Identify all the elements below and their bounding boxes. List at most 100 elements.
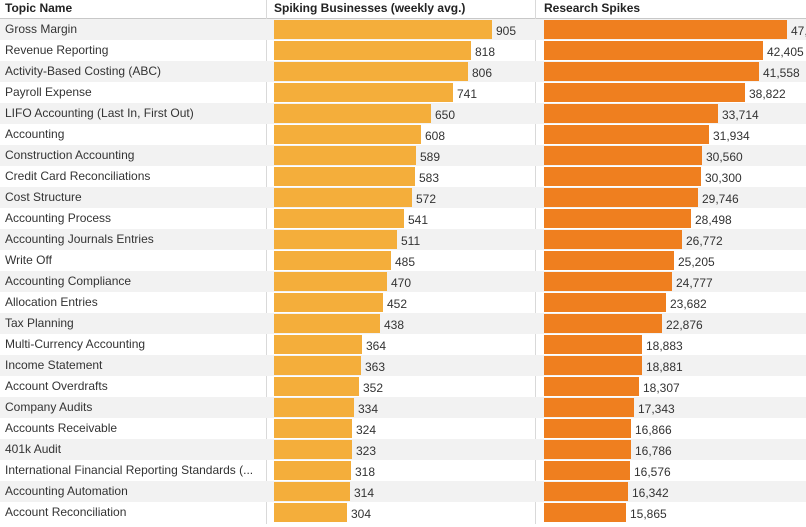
topic-label: Accounting Process	[5, 211, 112, 225]
businesses-bar[interactable]	[274, 20, 492, 39]
column-separator-1	[266, 0, 267, 524]
businesses-value-label: 323	[356, 444, 377, 458]
research-bar[interactable]	[544, 209, 691, 228]
research-bar[interactable]	[544, 314, 662, 333]
research-value-label: 42,405	[767, 45, 804, 59]
businesses-value-label: 650	[435, 108, 456, 122]
research-value-label: 18,883	[646, 339, 683, 353]
businesses-bar[interactable]	[274, 461, 351, 480]
research-value-label: 16,786	[635, 444, 672, 458]
topic-label: Accounting Journals Entries	[5, 232, 154, 246]
header-divider	[0, 18, 806, 19]
research-bar[interactable]	[544, 125, 709, 144]
research-bar[interactable]	[544, 503, 626, 522]
research-bar[interactable]	[544, 440, 631, 459]
topic-label: Income Statement	[5, 358, 103, 372]
header-spiking-businesses: Spiking Businesses (weekly avg.)	[274, 1, 466, 15]
topic-label: Tax Planning	[5, 316, 74, 330]
topic-label: Accounting Automation	[5, 484, 128, 498]
businesses-bar[interactable]	[274, 293, 383, 312]
businesses-bar[interactable]	[274, 419, 352, 438]
research-bar[interactable]	[544, 188, 698, 207]
research-bar[interactable]	[544, 356, 642, 375]
businesses-value-label: 741	[457, 87, 478, 101]
businesses-bar[interactable]	[274, 356, 361, 375]
research-value-label: 15,865	[630, 507, 667, 521]
research-bar[interactable]	[544, 272, 672, 291]
businesses-bar[interactable]	[274, 314, 380, 333]
businesses-value-label: 318	[355, 465, 376, 479]
research-value-label: 16,866	[635, 423, 672, 437]
research-value-label: 17,343	[638, 402, 675, 416]
businesses-value-label: 470	[391, 276, 412, 290]
research-value-label: 47,061	[791, 24, 806, 38]
research-bar[interactable]	[544, 335, 642, 354]
research-bar[interactable]	[544, 20, 787, 39]
businesses-bar[interactable]	[274, 209, 404, 228]
businesses-bar[interactable]	[274, 125, 421, 144]
businesses-bar[interactable]	[274, 146, 416, 165]
businesses-value-label: 452	[387, 297, 408, 311]
research-bar[interactable]	[544, 419, 631, 438]
businesses-bar[interactable]	[274, 83, 453, 102]
businesses-value-label: 589	[420, 150, 441, 164]
businesses-bar[interactable]	[274, 62, 468, 81]
topic-label: LIFO Accounting (Last In, First Out)	[5, 106, 194, 120]
topic-label: International Financial Reporting Standa…	[5, 463, 254, 477]
businesses-bar[interactable]	[274, 104, 431, 123]
topic-label: Multi-Currency Accounting	[5, 337, 146, 351]
topic-label: Accounts Receivable	[5, 421, 118, 435]
businesses-bar[interactable]	[274, 503, 347, 522]
businesses-bar[interactable]	[274, 167, 415, 186]
topic-label: Allocation Entries	[5, 295, 98, 309]
businesses-value-label: 352	[363, 381, 384, 395]
businesses-value-label: 818	[475, 45, 496, 59]
businesses-bar[interactable]	[274, 440, 352, 459]
research-value-label: 23,682	[670, 297, 707, 311]
businesses-bar[interactable]	[274, 335, 362, 354]
businesses-value-label: 363	[365, 360, 386, 374]
businesses-bar[interactable]	[274, 188, 412, 207]
businesses-bar[interactable]	[274, 41, 471, 60]
research-bar[interactable]	[544, 230, 682, 249]
topic-label: Construction Accounting	[5, 148, 135, 162]
research-bar[interactable]	[544, 41, 763, 60]
research-value-label: 26,772	[686, 234, 723, 248]
research-value-label: 18,881	[646, 360, 683, 374]
research-bar[interactable]	[544, 377, 639, 396]
research-bar[interactable]	[544, 167, 701, 186]
research-bar[interactable]	[544, 293, 666, 312]
businesses-value-label: 806	[472, 66, 493, 80]
header-research-spikes: Research Spikes	[544, 1, 641, 15]
research-value-label: 41,558	[763, 66, 800, 80]
research-bar[interactable]	[544, 398, 634, 417]
research-bar[interactable]	[544, 461, 630, 480]
research-bar[interactable]	[544, 83, 745, 102]
businesses-bar[interactable]	[274, 482, 350, 501]
topic-label: Payroll Expense	[5, 85, 92, 99]
research-bar[interactable]	[544, 62, 759, 81]
businesses-value-label: 364	[366, 339, 387, 353]
businesses-value-label: 608	[425, 129, 446, 143]
topic-label: Accounting Compliance	[5, 274, 132, 288]
topic-label: Cost Structure	[5, 190, 82, 204]
businesses-bar[interactable]	[274, 251, 391, 270]
topic-label: Revenue Reporting	[5, 43, 109, 57]
businesses-bar[interactable]	[274, 377, 359, 396]
businesses-bar[interactable]	[274, 398, 354, 417]
research-value-label: 24,777	[676, 276, 713, 290]
businesses-value-label: 314	[354, 486, 375, 500]
businesses-value-label: 572	[416, 192, 437, 206]
businesses-bar[interactable]	[274, 272, 387, 291]
businesses-value-label: 541	[408, 213, 429, 227]
research-bar[interactable]	[544, 104, 718, 123]
research-bar[interactable]	[544, 146, 702, 165]
research-bar[interactable]	[544, 482, 628, 501]
research-value-label: 28,498	[695, 213, 732, 227]
businesses-bar[interactable]	[274, 230, 397, 249]
topic-label: Account Reconciliation	[5, 505, 127, 519]
research-bar[interactable]	[544, 251, 674, 270]
topic-label: Write Off	[5, 253, 52, 267]
research-value-label: 30,560	[706, 150, 743, 164]
